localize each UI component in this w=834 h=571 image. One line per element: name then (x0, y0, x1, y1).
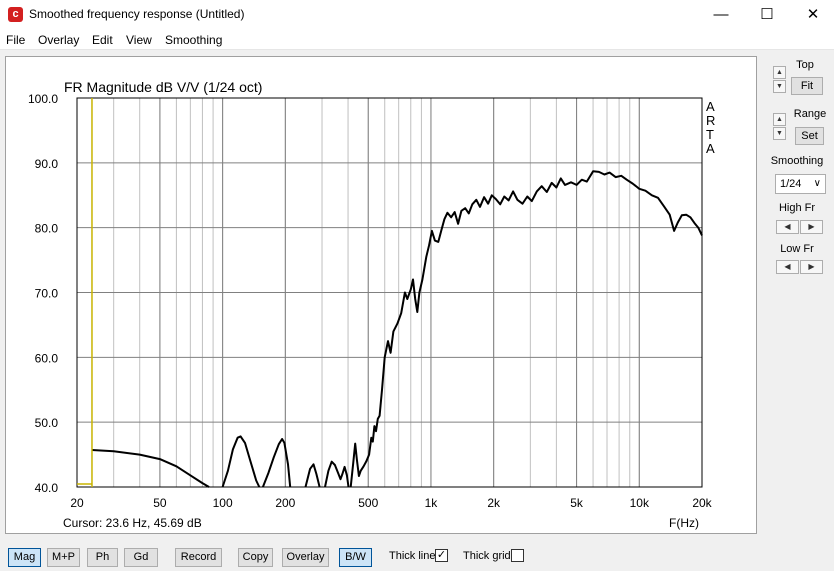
menu-bar: File Overlay Edit View Smoothing (0, 30, 834, 50)
major-grid (77, 98, 702, 487)
plot-border (76, 97, 703, 488)
frequency-curve (91, 170, 703, 488)
watermark-letter: A (706, 99, 715, 114)
range-down-icon[interactable]: ▼ (773, 127, 786, 140)
x-axis-ticks: 20 50 100 200 500 1k 2k 5k 10k 20k (70, 496, 712, 510)
low-fr-label: Low Fr (780, 243, 814, 255)
y-tick-label: 90.0 (35, 157, 59, 171)
x-tick-label: 50 (153, 496, 167, 510)
thick-line-label: Thick line (389, 550, 436, 562)
y-tick-label: 40.0 (35, 481, 59, 495)
mag-button[interactable]: Mag (8, 548, 41, 567)
response-curve-segment (261, 438, 292, 488)
record-button[interactable]: Record (175, 548, 222, 567)
bottom-toolbar: Mag M+P Ph Gd Record Copy Overlay B/W Th… (0, 540, 834, 571)
x-axis-label: F(Hz) (669, 516, 699, 530)
menu-edit[interactable]: Edit (92, 33, 113, 47)
window-title: Smoothed frequency response (Untitled) (29, 7, 245, 21)
title-bar: c Smoothed frequency response (Untitled)… (0, 0, 834, 30)
x-tick-label: 20 (70, 496, 84, 510)
x-tick-label: 500 (358, 496, 378, 510)
arta-watermark: A R T A (706, 99, 715, 156)
menu-smoothing[interactable]: Smoothing (165, 33, 223, 47)
x-tick-label: 20k (692, 496, 712, 510)
plot-frame[interactable]: FR Magnitude dB V/V (1/24 oct) 40.0 50.0 6… (5, 56, 757, 534)
y-tick-label: 50.0 (35, 416, 59, 430)
chevron-down-icon: ∨ (813, 178, 821, 189)
x-tick-label: 5k (570, 496, 584, 510)
smoothing-label: Smoothing (770, 155, 824, 167)
minimize-icon[interactable]: — (713, 6, 729, 23)
response-curve-segment (304, 463, 321, 488)
x-tick-label: 200 (275, 496, 295, 510)
bw-button[interactable]: B/W (339, 548, 372, 567)
high-fr-left-icon[interactable]: ◀ (776, 220, 799, 234)
watermark-letter: R (706, 113, 715, 128)
top-up-icon[interactable]: ▲ (773, 66, 786, 79)
x-tick-label: 1k (425, 496, 439, 510)
menu-file[interactable]: File (6, 33, 26, 47)
mag-phase-button[interactable]: M+P (47, 548, 80, 567)
set-button[interactable]: Set (795, 127, 824, 145)
smoothing-select[interactable]: 1/24 ∨ (775, 174, 826, 194)
response-curve-segment (221, 435, 261, 488)
maximize-icon[interactable]: ☐ (760, 6, 774, 23)
group-delay-button[interactable]: Gd (124, 548, 158, 567)
phase-button[interactable]: Ph (87, 548, 118, 567)
chart-title: FR Magnitude dB V/V (1/24 oct) (64, 79, 262, 95)
high-fr-label: High Fr (778, 202, 816, 214)
x-tick-label: 100 (213, 496, 233, 510)
thick-grid-checkbox[interactable] (511, 549, 524, 562)
y-tick-label: 60.0 (35, 351, 59, 365)
high-fr-right-icon[interactable]: ▶ (800, 220, 823, 234)
thick-line-checkbox[interactable]: ✓ (435, 549, 448, 562)
thick-grid-label: Thick grid (463, 550, 511, 562)
frequency-response-chart[interactable]: FR Magnitude dB V/V (1/24 oct) 40.0 50.0 6… (6, 57, 758, 535)
menu-view[interactable]: View (126, 33, 152, 47)
menu-overlay[interactable]: Overlay (38, 33, 80, 47)
top-down-icon[interactable]: ▼ (773, 80, 786, 93)
y-axis-ticks: 40.0 50.0 60.0 70.0 80.0 90.0 100.0 (28, 92, 58, 495)
overlay-button[interactable]: Overlay (282, 548, 329, 567)
cursor-readout: Cursor: 23.6 Hz, 45.69 dB (63, 516, 202, 530)
x-tick-label: 2k (487, 496, 501, 510)
fit-button[interactable]: Fit (791, 77, 823, 95)
low-fr-right-icon[interactable]: ▶ (800, 260, 823, 274)
response-curve-segment (91, 449, 210, 488)
range-label: Range (793, 108, 827, 120)
x-tick-label: 10k (630, 496, 650, 510)
top-label: Top (796, 59, 814, 71)
watermark-letter: A (706, 141, 715, 156)
response-curve-segment (324, 460, 350, 488)
arta-app-icon: c (8, 7, 23, 22)
close-icon[interactable]: ✕ (806, 6, 820, 23)
response-curve-segment (349, 170, 703, 488)
low-fr-left-icon[interactable]: ◀ (776, 260, 799, 274)
y-tick-label: 70.0 (35, 287, 59, 301)
range-up-icon[interactable]: ▲ (773, 113, 786, 126)
y-tick-label: 100.0 (28, 92, 58, 106)
y-tick-label: 80.0 (35, 222, 59, 236)
copy-button[interactable]: Copy (238, 548, 273, 567)
watermark-letter: T (706, 127, 714, 142)
smoothing-value: 1/24 (780, 178, 802, 190)
